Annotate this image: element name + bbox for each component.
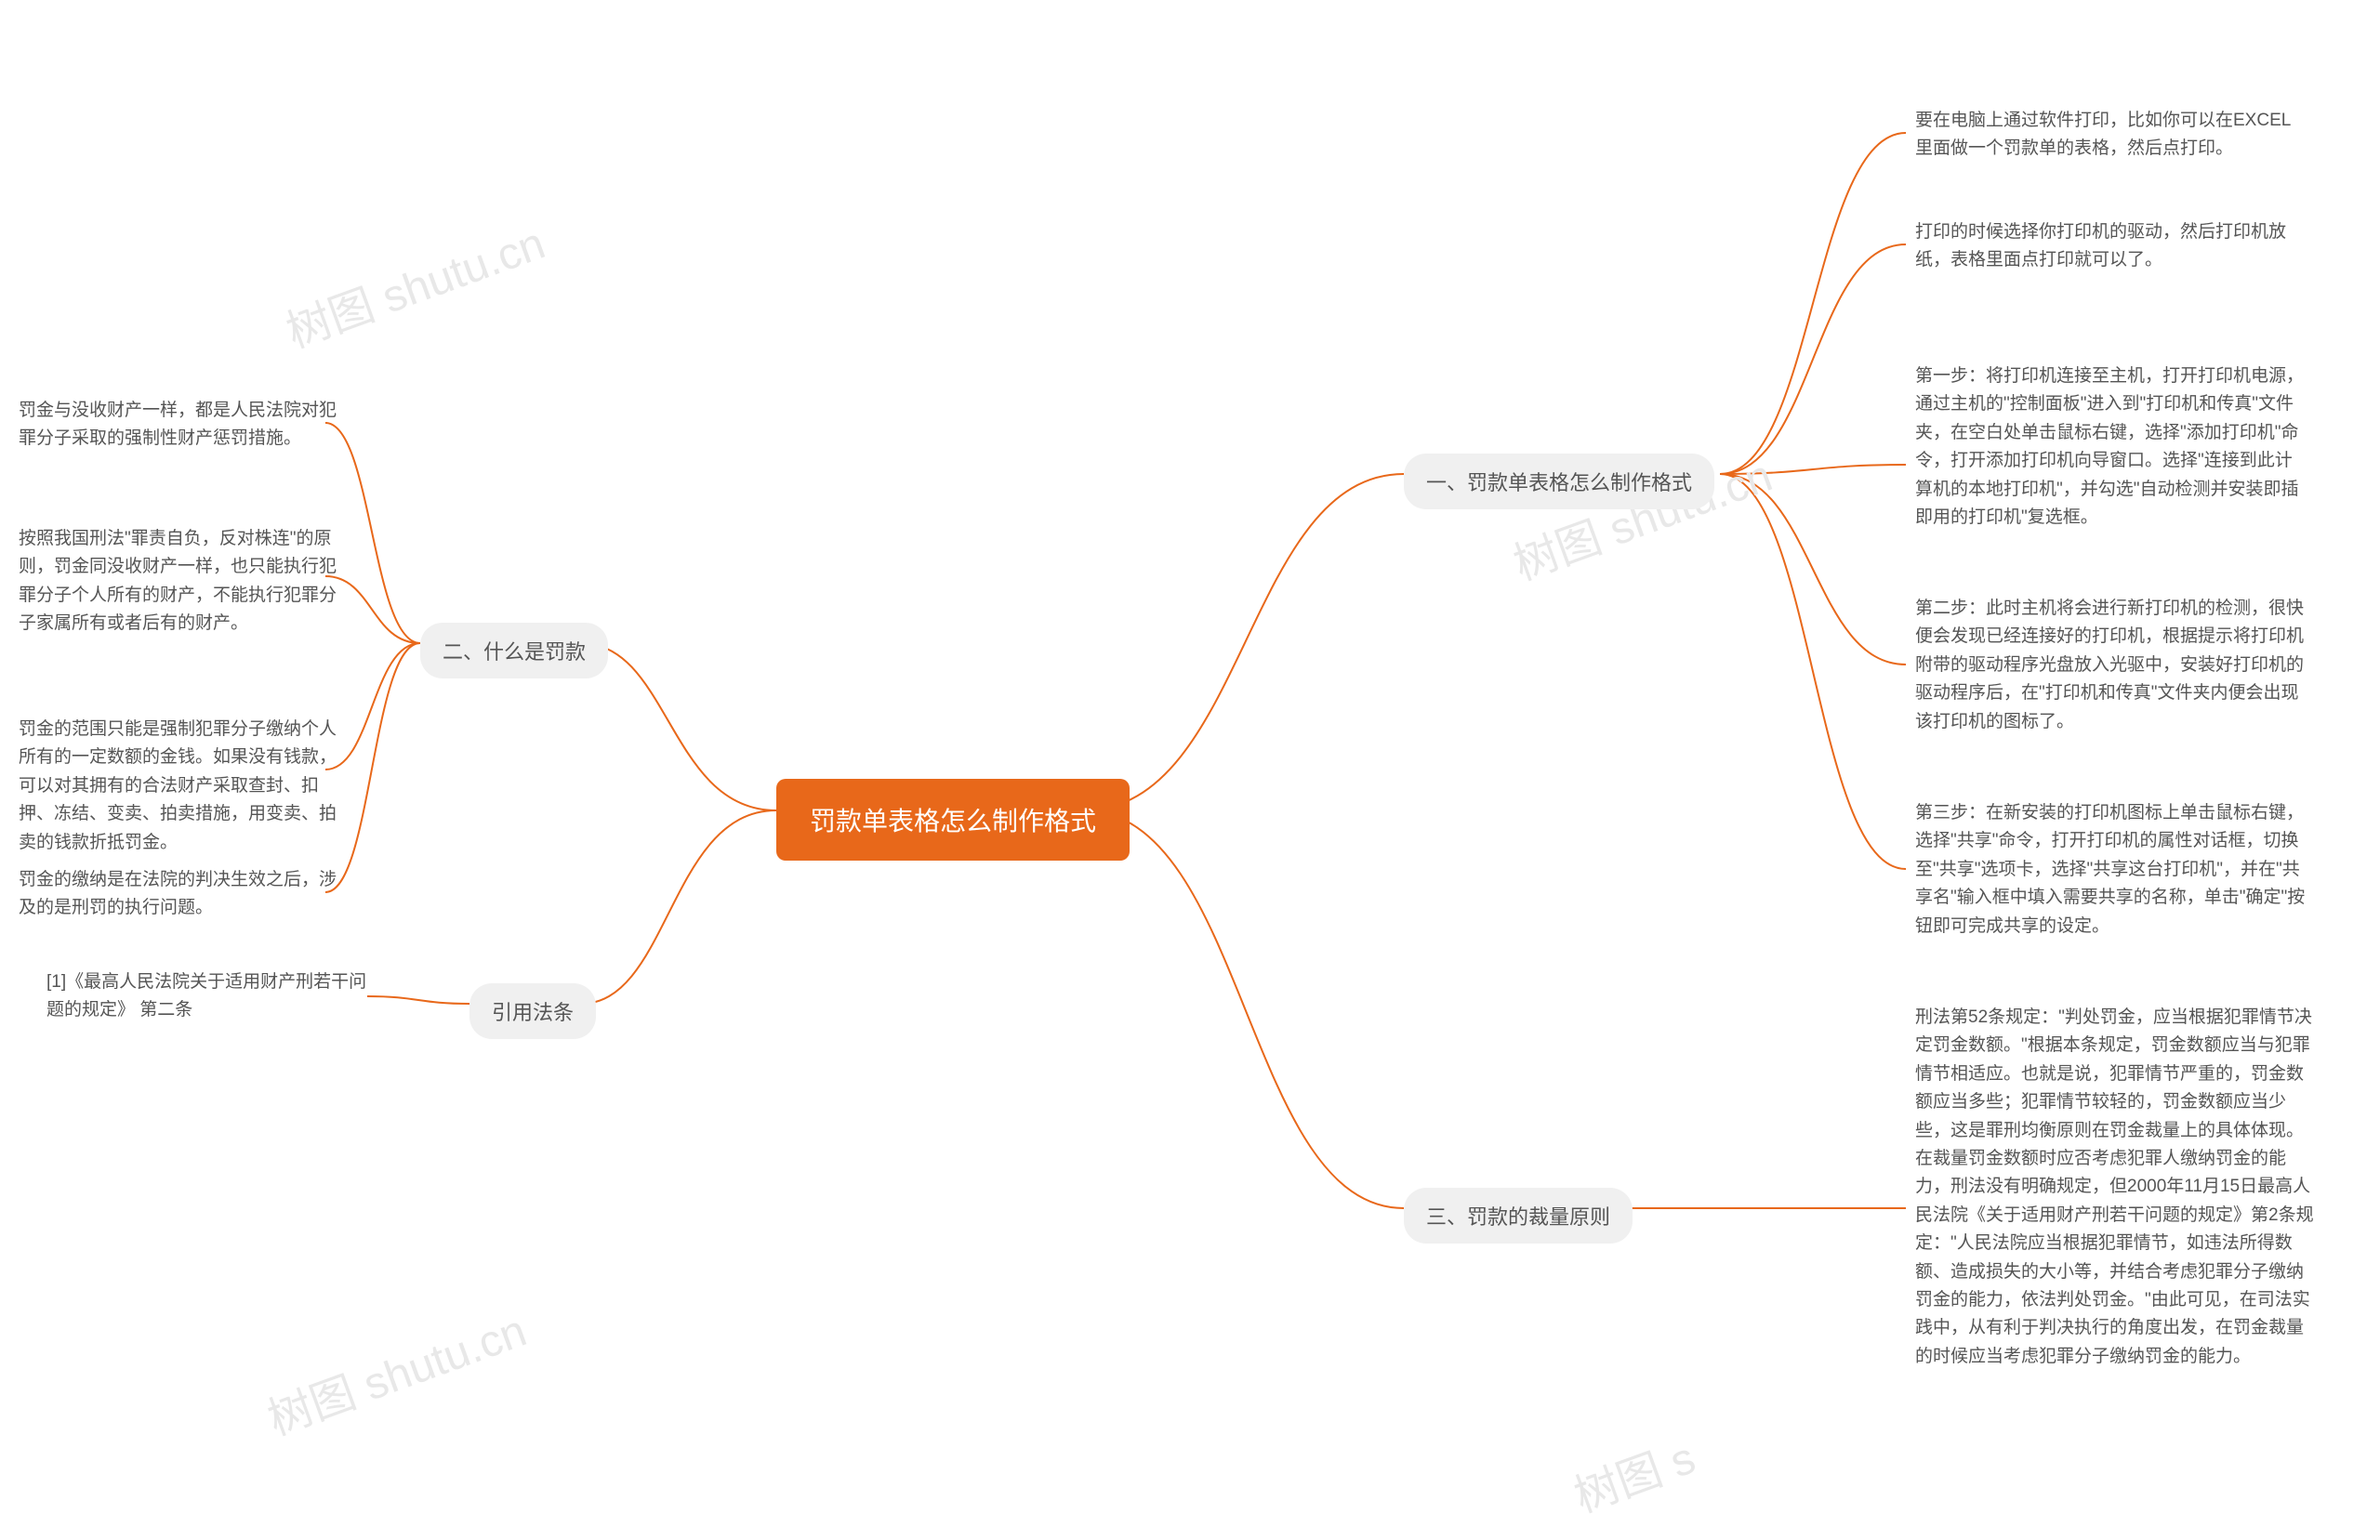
leaf-node: 要在电脑上通过软件打印，比如你可以在EXCEL里面做一个罚款单的表格，然后点打印… xyxy=(1915,107,2306,164)
leaf-node: 第三步：在新安装的打印机图标上单击鼠标右键，选择"共享"命令，打开打印机的属性对… xyxy=(1915,799,2306,941)
watermark: 树图 shutu.cn xyxy=(258,1294,534,1447)
leaf-node: 罚金的范围只能是强制犯罪分子缴纳个人所有的一定数额的金钱。如果没有钱款，可以对其… xyxy=(19,716,344,857)
leaf-node: 按照我国刑法"罪责自负，反对株连"的原则，罚金同没收财产一样，也只能执行犯罪分子… xyxy=(19,525,344,638)
watermark: 树图 s xyxy=(1564,1421,1702,1524)
leaf-node: [1]《最高人民法院关于适用财产刑若干问题的规定》 第二条 xyxy=(46,968,381,1025)
leaf-node: 打印的时候选择你打印机的驱动，然后打印机放纸，表格里面点打印就可以了。 xyxy=(1915,218,2306,275)
watermark: 树图 shutu.cn xyxy=(276,206,552,360)
leaf-node: 第二步：此时主机将会进行新打印机的检测，很快便会发现已经连接好的打印机，根据提示… xyxy=(1915,595,2306,736)
branch-node-left-1[interactable]: 二、什么是罚款 xyxy=(420,623,608,678)
leaf-node: 刑法第52条规定："判处罚金，应当根据犯罪情节决定罚金数额。"根据本条规定，罚金… xyxy=(1915,1004,2315,1371)
mindmap-center-node[interactable]: 罚款单表格怎么制作格式 xyxy=(776,779,1130,861)
leaf-node: 罚金与没收财产一样，都是人民法院对犯罪分子采取的强制性财产惩罚措施。 xyxy=(19,397,344,454)
branch-node-right-2[interactable]: 三、罚款的裁量原则 xyxy=(1404,1188,1633,1244)
branch-node-left-2[interactable]: 引用法条 xyxy=(469,983,596,1039)
leaf-node: 罚金的缴纳是在法院的判决生效之后，涉及的是刑罚的执行问题。 xyxy=(19,866,344,923)
branch-node-right-1[interactable]: 一、罚款单表格怎么制作格式 xyxy=(1404,454,1714,509)
leaf-node: 第一步：将打印机连接至主机，打开打印机电源，通过主机的"控制面板"进入到"打印机… xyxy=(1915,362,2306,532)
